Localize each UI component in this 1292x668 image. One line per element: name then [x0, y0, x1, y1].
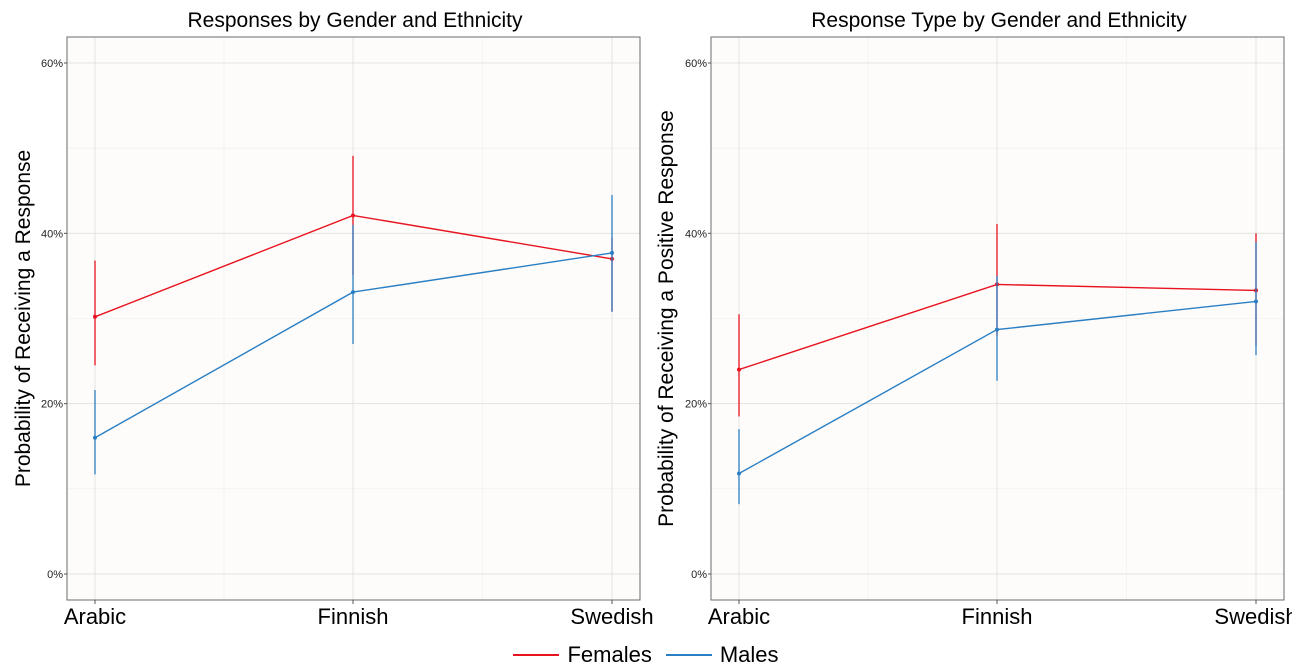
x-tick-label: Arabic	[64, 604, 126, 629]
data-point	[351, 290, 355, 295]
legend: Females Males	[0, 642, 1292, 668]
y-tick-label: 20%	[41, 399, 63, 411]
chart-title: Responses by Gender and Ethnicity	[187, 9, 523, 32]
series-males	[737, 241, 1258, 505]
series-males	[93, 195, 614, 475]
chart-panel-2: 0% 20% 40% 60% Arabic Finnish Swedish Response …	[655, 9, 1292, 629]
legend-item-females: Females	[513, 642, 652, 668]
data-point	[737, 471, 741, 476]
legend-label-males: Males	[719, 642, 779, 667]
y-tick-label: 40%	[685, 228, 707, 240]
legend-key-females	[513, 654, 560, 656]
data-point	[1254, 299, 1258, 304]
legend-label-females: Females	[567, 642, 652, 667]
chart-title: Response Type by Gender and Ethnicity	[811, 9, 1187, 32]
x-tick-label: Arabic	[708, 604, 770, 629]
y-tick-label: 60%	[685, 58, 707, 70]
y-tick-label: 40%	[41, 228, 63, 240]
y-tick-label: 20%	[685, 399, 707, 411]
data-point	[351, 213, 355, 218]
data-point	[737, 367, 741, 372]
y-tick-label: 0%	[47, 569, 63, 581]
x-tick-label: Finnish	[318, 604, 389, 629]
data-point	[995, 327, 999, 332]
legend-item-males: Males	[665, 642, 779, 668]
x-tick-label: Swedish	[1214, 604, 1292, 629]
chart-panel-1: 0% 20% 40% 60% Arabic Finnish Swedish Responses…	[12, 9, 654, 629]
y-tick-label: 0%	[691, 569, 707, 581]
legend-key-males	[665, 654, 712, 656]
y-tick-label: 60%	[41, 58, 63, 70]
x-tick-label: Finnish	[962, 604, 1033, 629]
y-axis-label: Probability of Receiving a Response	[12, 150, 35, 487]
data-point	[610, 250, 614, 255]
data-point	[93, 314, 97, 319]
x-tick-label: Swedish	[570, 604, 653, 629]
data-point	[93, 435, 97, 440]
y-axis-label: Probability of Receiving a Positive Resp…	[655, 110, 678, 527]
